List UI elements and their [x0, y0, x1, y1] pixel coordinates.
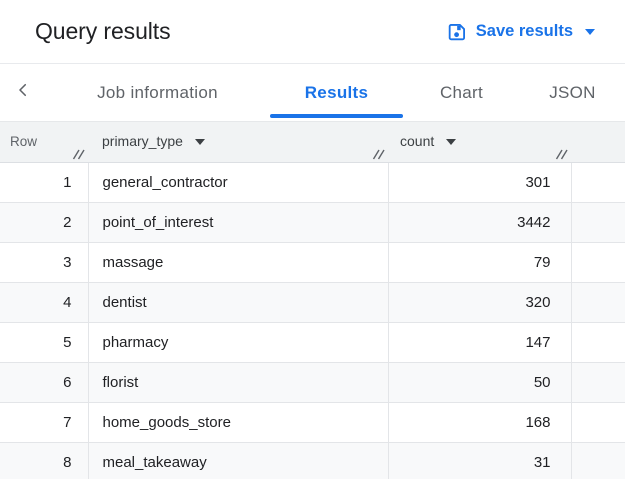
- table-header-row: Row primary_type count: [0, 122, 625, 163]
- table-row: 7 home_goods_store 168: [0, 402, 625, 443]
- cell-filler: [571, 442, 625, 479]
- cell-primary-type: home_goods_store: [88, 402, 389, 443]
- cell-filler: [571, 162, 625, 203]
- save-results-button[interactable]: Save results: [447, 22, 595, 42]
- query-results-header: Query results Save results: [0, 0, 625, 64]
- column-label: count: [400, 132, 435, 149]
- cell-row-number: 7: [0, 402, 89, 443]
- tab-bar: Job information Results Chart JSON: [0, 64, 625, 122]
- cell-count: 79: [388, 242, 572, 283]
- cell-primary-type: general_contractor: [88, 162, 389, 203]
- cell-filler: [571, 202, 625, 243]
- cell-primary-type: pharmacy: [88, 322, 389, 363]
- cell-count: 147: [388, 322, 572, 363]
- cell-count: 31: [388, 442, 572, 479]
- table-row: 4 dentist 320: [0, 282, 625, 323]
- cell-count: 3442: [388, 202, 572, 243]
- column-dropdown-icon[interactable]: [194, 138, 205, 145]
- tab-json[interactable]: JSON: [520, 64, 625, 121]
- cell-filler: [571, 242, 625, 283]
- cell-primary-type: dentist: [88, 282, 389, 323]
- page-title: Query results: [35, 18, 171, 44]
- column-label: primary_type: [102, 132, 183, 149]
- chevron-left-icon: [14, 81, 32, 104]
- cell-count: 301: [388, 162, 572, 203]
- cell-primary-type: massage: [88, 242, 389, 283]
- tab-label: Job information: [97, 82, 218, 102]
- tab-label: JSON: [549, 82, 596, 102]
- table-row: 2 point_of_interest 3442: [0, 202, 625, 243]
- cell-primary-type: florist: [88, 362, 389, 403]
- cell-primary-type: point_of_interest: [88, 202, 389, 243]
- cell-row-number: 1: [0, 162, 89, 203]
- caret-down-icon: [585, 28, 595, 35]
- column-resize-handle-icon[interactable]: [72, 149, 85, 160]
- cell-row-number: 5: [0, 322, 89, 363]
- tab-results[interactable]: Results: [270, 64, 403, 121]
- save-icon: [447, 22, 467, 42]
- back-button[interactable]: [0, 64, 45, 121]
- table-row: 3 massage 79: [0, 242, 625, 283]
- cell-count: 50: [388, 362, 572, 403]
- cell-filler: [571, 322, 625, 363]
- cell-filler: [571, 362, 625, 403]
- cell-filler: [571, 282, 625, 323]
- cell-primary-type: meal_takeaway: [88, 442, 389, 479]
- tab-label: Chart: [439, 82, 484, 102]
- column-header-count[interactable]: count: [388, 122, 571, 163]
- table-row: 6 florist 50: [0, 362, 625, 403]
- column-header-filler: [571, 122, 625, 163]
- cell-filler: [571, 402, 625, 443]
- results-table: Row primary_type count 1 general_contractor…: [0, 122, 625, 479]
- cell-row-number: 6: [0, 362, 89, 403]
- cell-row-number: 2: [0, 202, 89, 243]
- save-results-label: Save results: [475, 22, 573, 40]
- cell-count: 320: [388, 282, 572, 323]
- cell-row-number: 4: [0, 282, 89, 323]
- tab-job-information[interactable]: Job information: [45, 64, 270, 121]
- tab-chart[interactable]: Chart: [403, 64, 520, 121]
- column-header-row: Row: [0, 122, 88, 163]
- column-header-primary_type[interactable]: primary_type: [88, 122, 388, 163]
- table-row: 8 meal_takeaway 31: [0, 442, 625, 479]
- table-row: 5 pharmacy 147: [0, 322, 625, 363]
- column-dropdown-icon[interactable]: [446, 138, 457, 145]
- column-label: Row: [10, 133, 38, 149]
- cell-count: 168: [388, 402, 572, 443]
- table-body: 1 general_contractor 301 2 point_of_interest…: [0, 162, 625, 479]
- cell-row-number: 8: [0, 442, 89, 479]
- tab-label: Results: [304, 82, 369, 102]
- table-row: 1 general_contractor 301: [0, 162, 625, 203]
- column-resize-handle-icon[interactable]: [372, 149, 385, 160]
- cell-row-number: 3: [0, 242, 89, 283]
- column-resize-handle-icon[interactable]: [555, 149, 568, 160]
